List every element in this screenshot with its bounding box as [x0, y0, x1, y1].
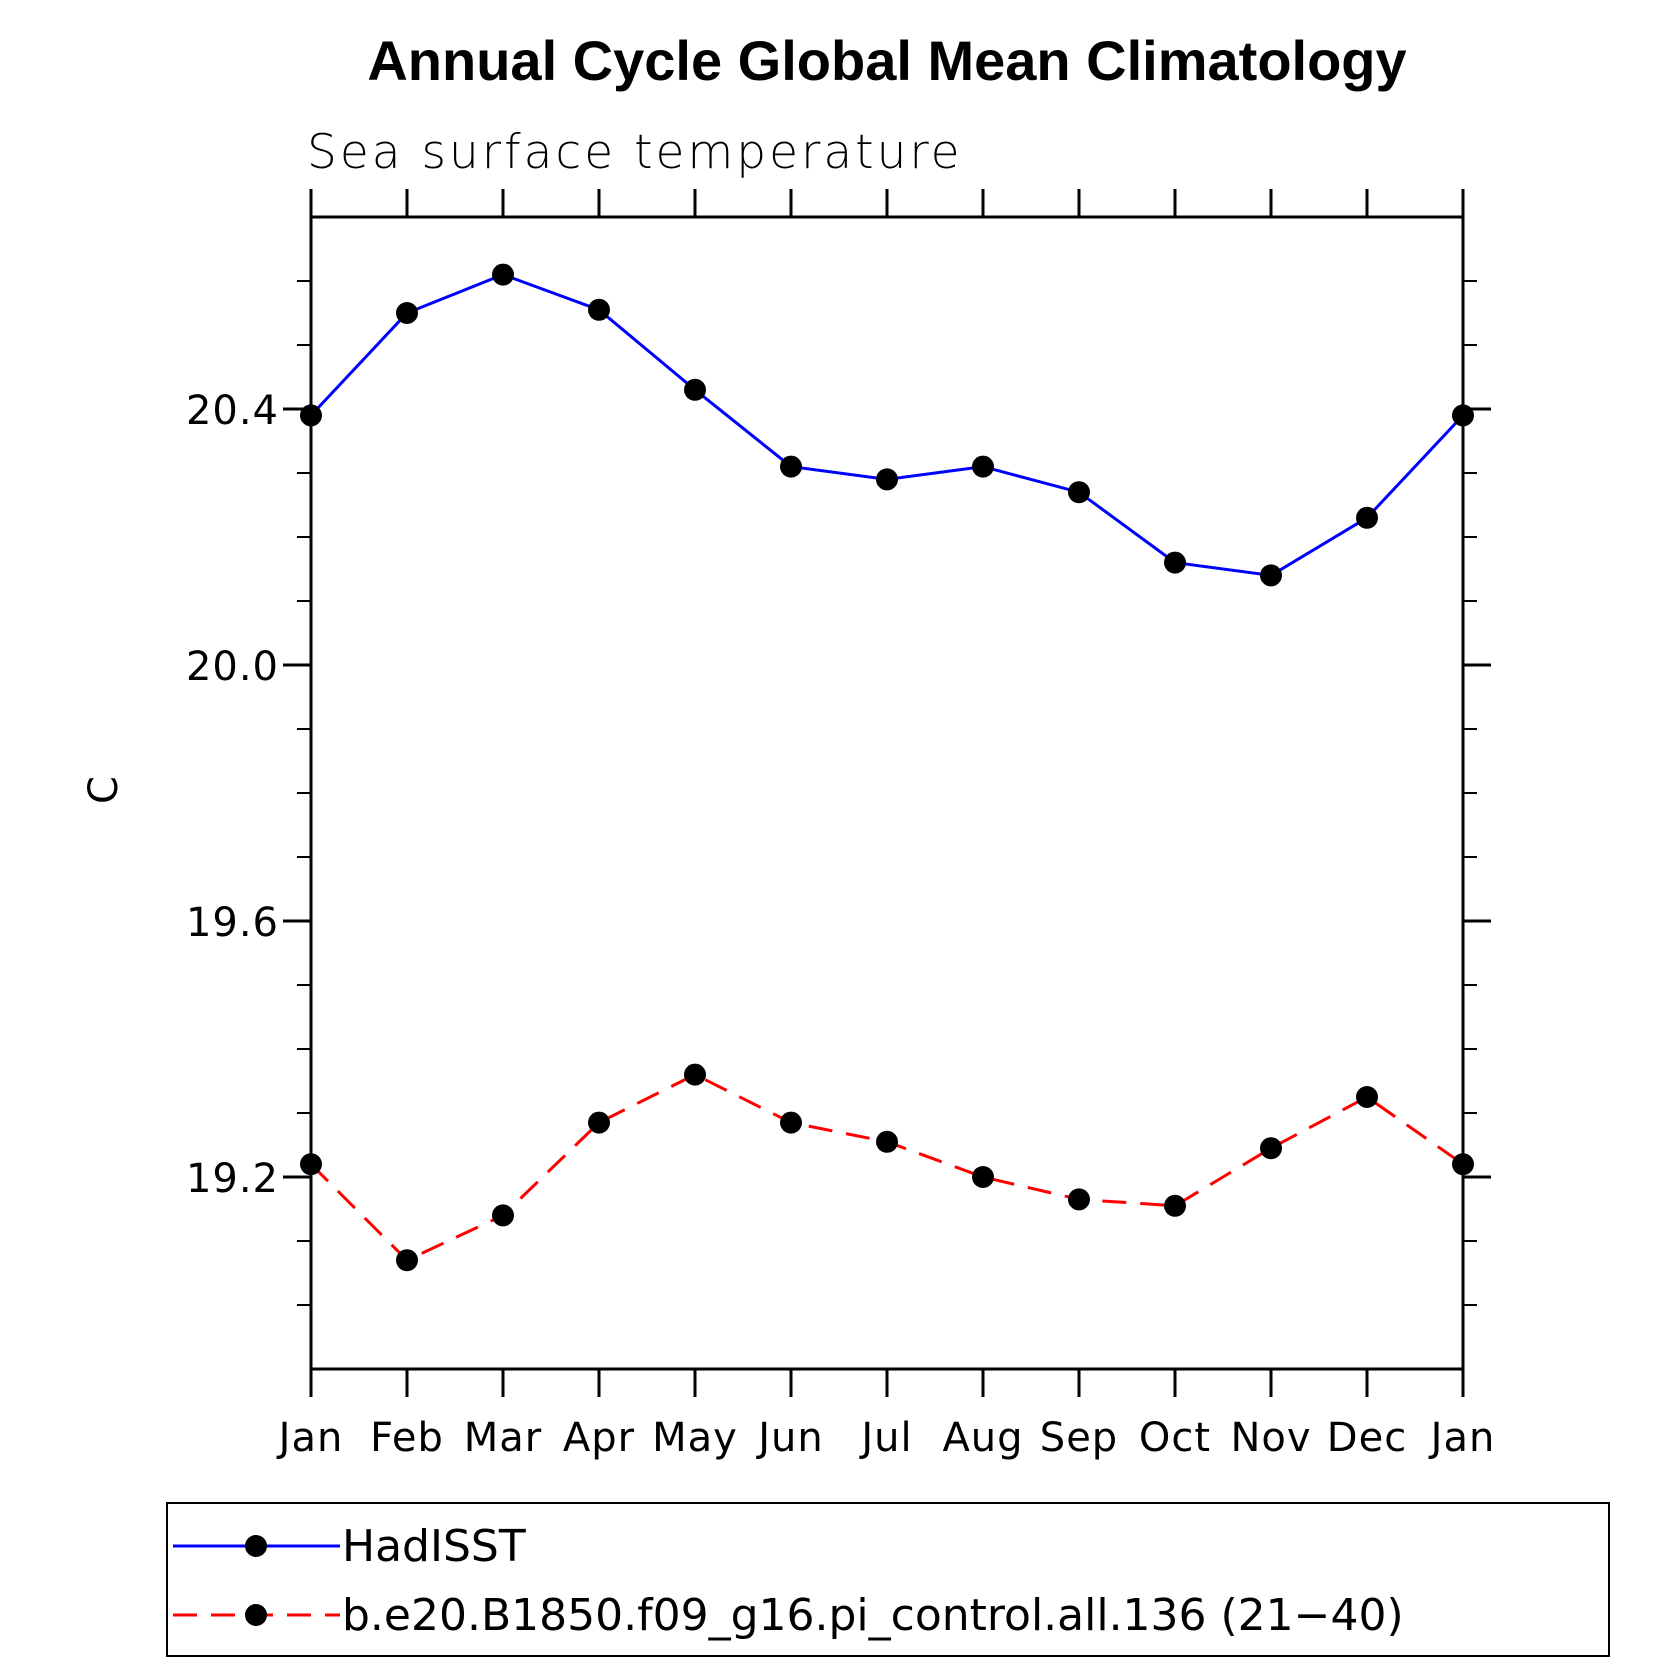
x-tick-label: May: [652, 1415, 738, 1461]
y-tick-label: 20.0: [186, 644, 279, 690]
legend-label-model: b.e20.B1850.f09_g16.pi_control.all.136 (…: [342, 1590, 1404, 1641]
x-tick-label: Jul: [858, 1415, 912, 1461]
legend-marker-model: [245, 1604, 267, 1626]
data-point-series-1: [1068, 481, 1090, 504]
legend-label-hadisst: HadISST: [342, 1521, 526, 1572]
x-tick-label: Apr: [563, 1415, 635, 1461]
data-point-series-1: [1452, 404, 1474, 427]
x-tick-label: Jan: [1428, 1415, 1496, 1461]
series-layer: [300, 263, 1474, 1272]
x-tick-label: Jan: [276, 1415, 344, 1461]
series-line-2: [309, 1072, 1464, 1263]
plot-frame: [309, 215, 1465, 1371]
y-axis-label: C: [81, 776, 127, 804]
data-point-series-1: [300, 404, 322, 427]
data-point-series-2: [1164, 1194, 1186, 1217]
data-point-series-1: [396, 302, 418, 324]
data-point-series-1: [1164, 551, 1186, 574]
y-tick-labels: 19.2 19.6 20.0 20.4: [186, 388, 279, 1202]
data-point-series-2: [780, 1111, 802, 1134]
x-tick-label: Nov: [1230, 1415, 1311, 1461]
data-point-series-2: [1068, 1188, 1090, 1211]
x-tick-label: Jun: [755, 1415, 824, 1461]
data-point-series-2: [396, 1249, 418, 1272]
series-line-1: [309, 272, 1465, 577]
data-point-series-2: [684, 1063, 706, 1086]
y-tick-label: 19.6: [186, 900, 279, 946]
data-point-series-1: [492, 263, 514, 286]
data-point-series-1: [876, 468, 898, 491]
x-tick-label: Mar: [464, 1415, 542, 1461]
y-tick-label: 20.4: [186, 388, 279, 434]
y-tick-label: 19.2: [186, 1156, 279, 1202]
legend-box: [166, 1502, 1610, 1657]
chart-title: Annual Cycle Global Mean Climatology: [367, 29, 1406, 92]
x-tick-label: Aug: [942, 1415, 1023, 1461]
data-point-series-2: [492, 1204, 514, 1227]
x-tick-label: Feb: [370, 1415, 444, 1461]
legend-marker-hadisst: [245, 1535, 267, 1557]
data-point-series-1: [1356, 506, 1378, 529]
legend: HadISST b.e20.B1850.f09_g16.pi_control.a…: [166, 1502, 1610, 1657]
x-tick-label: Sep: [1040, 1415, 1118, 1461]
data-point-series-1: [972, 455, 994, 478]
data-point-series-2: [972, 1166, 994, 1188]
data-point-series-2: [588, 1111, 610, 1134]
data-point-series-1: [684, 378, 706, 401]
x-tick-label: Oct: [1139, 1415, 1211, 1461]
data-point-series-1: [588, 298, 610, 321]
data-point-series-1: [780, 455, 802, 478]
chart-subtitle: Sea surface temperature: [307, 125, 963, 180]
data-point-series-2: [1356, 1086, 1378, 1108]
x-tick-label: Dec: [1327, 1415, 1407, 1461]
data-point-series-1: [1260, 564, 1282, 587]
data-point-series-2: [300, 1153, 322, 1176]
axis-ticks: [283, 189, 1491, 1397]
data-point-series-2: [1452, 1153, 1474, 1176]
data-point-series-2: [876, 1130, 898, 1153]
x-tick-labels: Jan Feb Mar Apr May Jun Jul Aug Sep Oct Nov Dec Jan: [276, 1415, 1496, 1461]
data-point-series-2: [1260, 1137, 1282, 1160]
